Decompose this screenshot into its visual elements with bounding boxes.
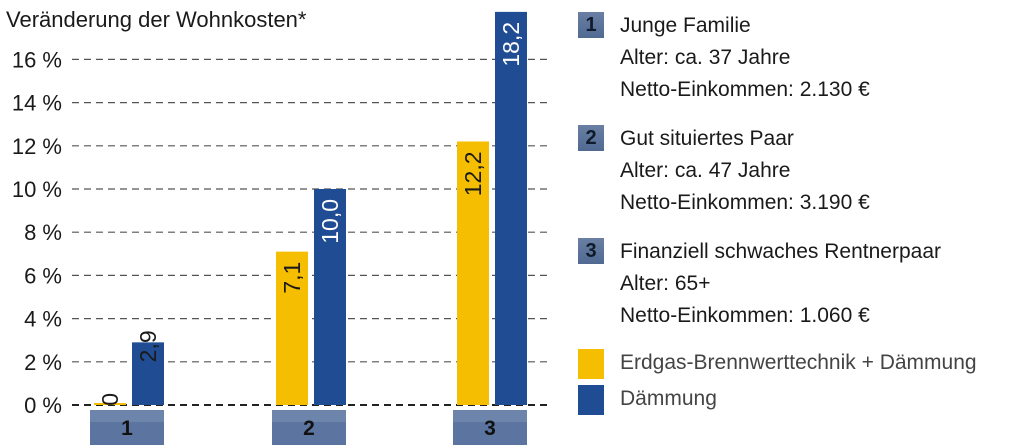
y-tick-label: 8 % <box>24 220 62 245</box>
group-1-title: Junge Familie <box>620 14 751 37</box>
group-3-title: Finanziell schwaches Rentnerpaar <box>620 240 941 263</box>
y-tick-label: 0 % <box>24 393 62 418</box>
y-tick-label: 16 % <box>12 47 62 72</box>
y-tick-label: 12 % <box>12 134 62 159</box>
chart-title: Veränderung der Wohnkosten* <box>6 7 307 32</box>
group-3-age: Alter: 65+ <box>620 272 711 295</box>
data-label: 7,1 <box>279 262 305 294</box>
category-box-highlight <box>90 410 164 422</box>
bar-gas <box>276 251 308 405</box>
legend-item-gas: Erdgas-Brennwerttechnik + Dämmung <box>578 349 1022 381</box>
group-1-income: Netto-Einkommen: 2.130 € <box>620 78 870 101</box>
bar-gas <box>457 141 489 406</box>
legend-label-daemmung: Dämmung <box>620 387 717 410</box>
bar-gas <box>94 403 126 405</box>
data-label: 18,2 <box>498 22 524 67</box>
group-3-info: 3 Finanziell schwaches Rentnerpaar Alter… <box>578 236 1022 332</box>
group-2-title: Gut situiertes Paar <box>620 127 794 150</box>
legend-swatch-gas <box>578 349 604 379</box>
group-3-income: Netto-Einkommen: 1.060 € <box>620 304 870 327</box>
group-2-number: 2 <box>578 125 604 151</box>
y-tick-label: 14 % <box>12 91 62 116</box>
legend-label-gas: Erdgas-Brennwerttechnik + Dämmung <box>620 351 977 374</box>
group-2-age: Alter: ca. 47 Jahre <box>620 159 791 182</box>
category-label: 3 <box>484 417 496 440</box>
group-1-info: 1 Junge Familie Alter: ca. 37 Jahre Nett… <box>578 10 1022 106</box>
legend-panel: 1 Junge Familie Alter: ca. 37 Jahre Nett… <box>578 10 1022 417</box>
legend-item-daemmung: Dämmung <box>578 385 1022 417</box>
group-2-income: Netto-Einkommen: 3.190 € <box>620 191 870 214</box>
group-1-age: Alter: ca. 37 Jahre <box>620 46 791 69</box>
y-tick-label: 2 % <box>24 350 62 375</box>
legend-swatch-daemmung <box>578 385 604 415</box>
category-box-highlight <box>453 410 527 422</box>
y-tick-label: 10 % <box>12 177 62 202</box>
y-tick-label: 4 % <box>24 307 62 332</box>
category-label: 1 <box>121 417 133 440</box>
y-tick-label: 6 % <box>24 263 62 288</box>
bar-daemmung <box>495 11 527 405</box>
bar-chart: Veränderung der Wohnkosten* 0 % 2 % 4 % 6 %… <box>6 7 552 445</box>
bar-daemmung <box>314 189 346 405</box>
data-label: 2,9 <box>135 330 161 362</box>
bar-daemmung <box>132 342 164 405</box>
data-label: 10,0 <box>317 199 343 244</box>
category-box-highlight <box>272 410 346 422</box>
group-3-number: 3 <box>578 238 604 264</box>
group-1-number: 1 <box>578 12 604 38</box>
group-2-info: 2 Gut situiertes Paar Alter: ca. 47 Jahr… <box>578 123 1022 219</box>
data-label: 12,2 <box>460 151 486 196</box>
data-label: 0 <box>97 393 123 406</box>
category-label: 2 <box>303 417 315 440</box>
